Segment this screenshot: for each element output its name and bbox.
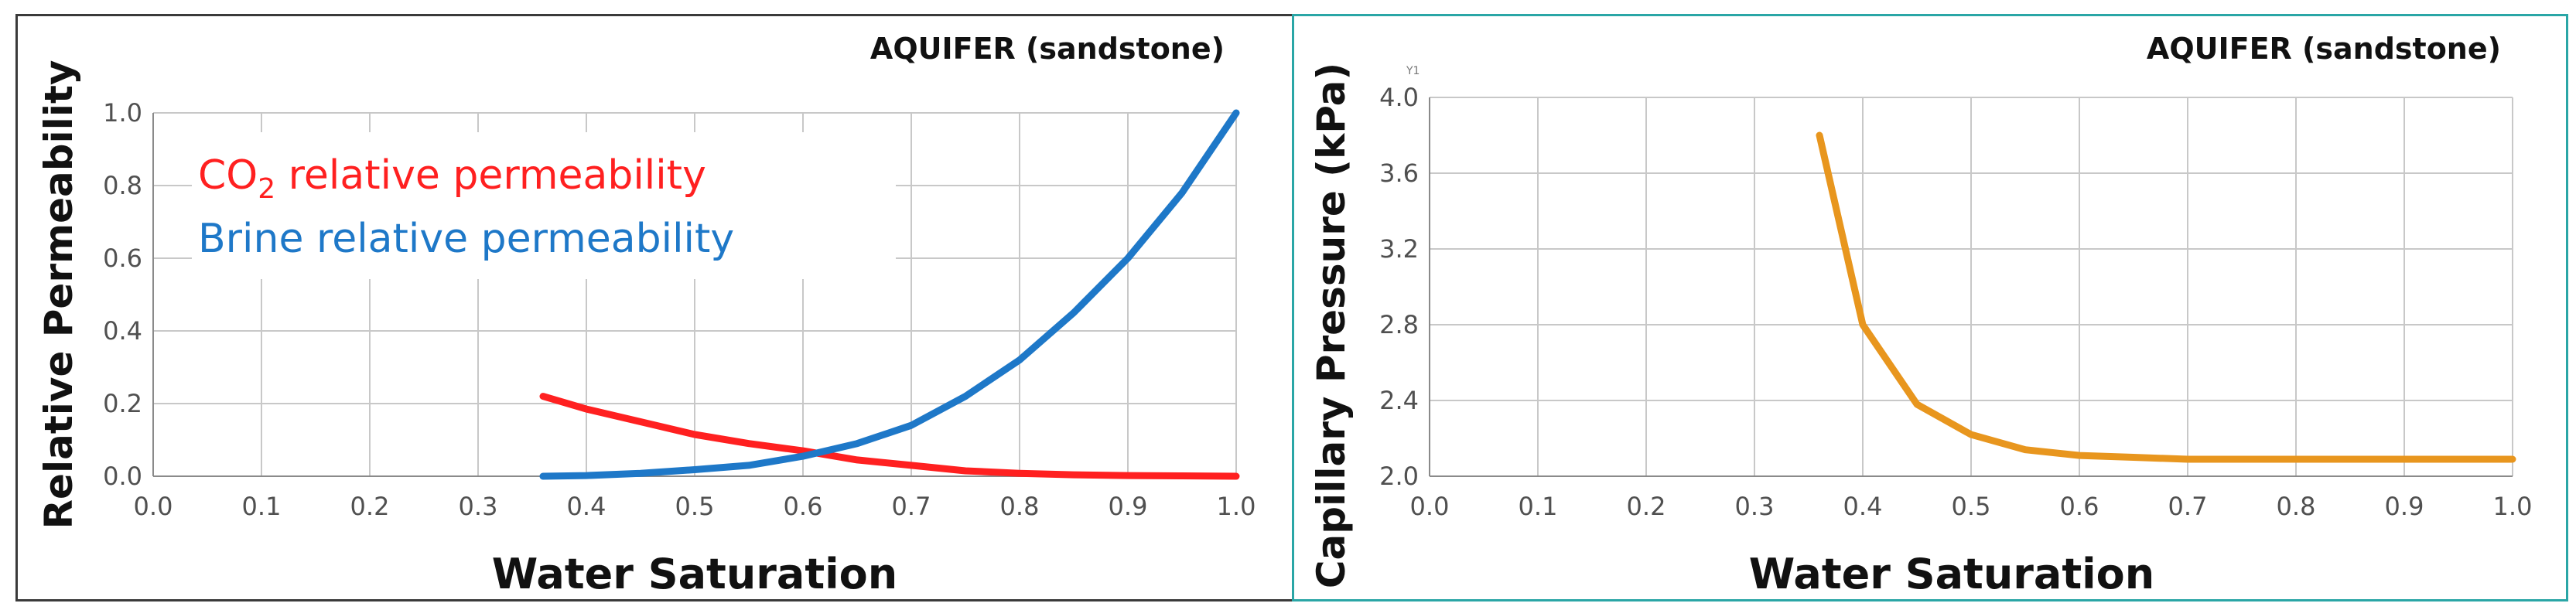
x-tick-label: 0.5: [675, 492, 715, 521]
series-line-0: [539, 393, 1240, 480]
chart-title: AQUIFER (sandstone): [2147, 32, 2501, 66]
x-tick-label: 1.0: [1217, 492, 1256, 521]
x-axis-label: Water Saturation: [492, 550, 897, 598]
legend-co2-suffix: relative permeability: [275, 152, 706, 199]
y-tick-label: 4.0: [1379, 83, 1419, 112]
x-tick-label: 0.1: [242, 492, 282, 521]
y-axis-tag: Y1: [1406, 65, 1420, 77]
x-tick-label: 0.9: [2385, 492, 2424, 521]
y-tick-label: 1.0: [103, 98, 142, 128]
chart-panel-relative-permeability: 0.0 0.1 0.2 0.3 0.4 0.5 0.6 0.7 0.8 0.9 1.0 0.0 0.2 0…: [15, 14, 1292, 601]
y-axis-label: Capillary Pressure (kPa): [1309, 63, 1354, 588]
x-tick-label: 0.3: [1735, 492, 1775, 521]
y-tick-label: 0.2: [103, 389, 142, 418]
capillary-pressure-chart: 0.0 0.1 0.2 0.3 0.4 0.5 0.6 0.7 0.8 0.9 1.0 2.0 2.4 2…: [1309, 32, 2533, 598]
y-tick-label: 2.8: [1379, 310, 1419, 339]
chart-panel-capillary-pressure: 0.0 0.1 0.2 0.3 0.4 0.5 0.6 0.7 0.8 0.9 1.0 2.0 2.4 2…: [1292, 14, 2568, 601]
series-line-1: [539, 109, 1240, 480]
y-tick-label: 3.6: [1379, 158, 1419, 188]
y-tick-label: 2.0: [1379, 462, 1419, 491]
series-line-0: [1816, 131, 2516, 463]
x-tick-label: 1.0: [2493, 492, 2533, 521]
x-tick-label: 0.0: [134, 492, 173, 521]
legend-box: [192, 132, 896, 279]
x-tick-label: 0.7: [892, 492, 931, 521]
chart-title: AQUIFER (sandstone): [870, 32, 1225, 66]
x-tick-label: 0.7: [2168, 492, 2208, 521]
y-tick-label: 3.2: [1379, 234, 1419, 264]
x-tick-label: 0.3: [459, 492, 498, 521]
x-tick-label: 0.5: [1952, 492, 1991, 521]
legend-co2-label: CO2 relative permeability: [198, 152, 706, 205]
x-tick-label: 0.4: [1843, 492, 1883, 521]
y-tick-label: 0.0: [103, 462, 142, 491]
x-tick-label: 0.4: [567, 492, 606, 521]
x-tick-label: 0.1: [1519, 492, 1558, 521]
y-tick-label: 2.4: [1379, 386, 1419, 415]
x-axis-label: Water Saturation: [1749, 550, 2154, 598]
x-tick-label: 0.9: [1109, 492, 1148, 521]
x-tick-label: 0.6: [784, 492, 823, 521]
x-tick-label: 0.6: [2060, 492, 2099, 521]
x-tick-label: 0.8: [2277, 492, 2316, 521]
y-tick-label: 0.4: [103, 316, 142, 346]
legend-co2-name: CO: [198, 152, 258, 199]
relative-permeability-chart: 0.0 0.1 0.2 0.3 0.4 0.5 0.6 0.7 0.8 0.9 1.0 0.0 0.2 0…: [36, 32, 1256, 598]
y-tick-label: 0.6: [103, 244, 142, 273]
x-tick-label: 0.0: [1410, 492, 1450, 521]
y-tick-label: 0.8: [103, 171, 142, 200]
legend-brine-label: Brine relative permeability: [198, 216, 734, 262]
legend-co2-subscript: 2: [258, 173, 275, 205]
x-tick-label: 0.8: [1000, 492, 1040, 521]
x-tick-label: 0.2: [350, 492, 390, 521]
x-tick-label: 0.2: [1627, 492, 1666, 521]
y-axis-label: Relative Permeability: [36, 60, 81, 530]
